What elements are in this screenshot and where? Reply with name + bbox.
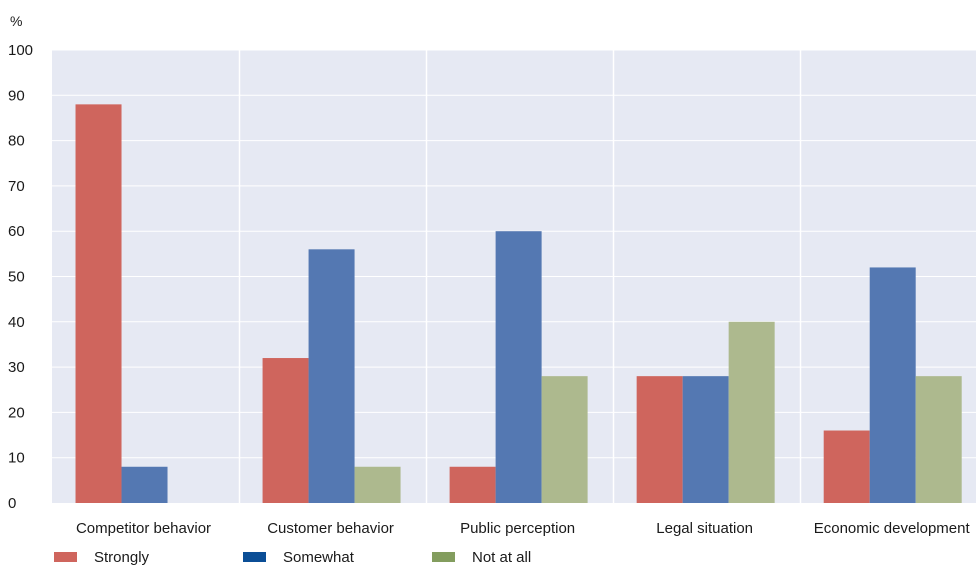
bar-somewhat-4 (869, 267, 916, 503)
bar-somewhat-1 (308, 249, 355, 503)
bar-somewhat-2 (495, 231, 542, 503)
bar-not-at-all-1 (354, 466, 401, 503)
legend-item-somewhat: Somewhat (243, 549, 432, 566)
bar-not-at-all-3 (728, 321, 775, 503)
y-tick-label-60: 60 (8, 223, 25, 240)
x-axis-categories: Competitor behavior Customer behavior Publ… (76, 520, 971, 537)
y-tick-label-80: 80 (8, 133, 25, 150)
legend-swatch-strongly (54, 552, 77, 562)
y-tick-label-50: 50 (8, 269, 25, 286)
legend-swatch-somewhat (243, 552, 266, 562)
legend-swatch-not-at-all (432, 552, 455, 562)
legend-label-somewhat: Somewhat (283, 548, 354, 566)
y-tick-label-100: 100 (8, 42, 33, 59)
legend: Strongly Somewhat Not at all (54, 547, 531, 567)
x-category-label-3: Legal situation (656, 520, 753, 537)
legend-label-strongly: Strongly (94, 548, 150, 566)
bar-not-at-all-2 (541, 376, 588, 503)
y-tick-label-20: 20 (8, 404, 25, 421)
y-tick-label-10: 10 (8, 450, 25, 467)
bar-strongly-0 (75, 104, 122, 504)
y-tick-label-70: 70 (8, 178, 25, 195)
y-tick-label-90: 90 (8, 87, 25, 104)
bar-not-at-all-4 (915, 376, 962, 503)
y-tick-label-30: 30 (8, 359, 25, 376)
bar-strongly-1 (262, 358, 309, 503)
bar-strongly-4 (823, 430, 870, 503)
y-axis-ticks: 0 10 20 30 40 50 60 70 80 90 100 (8, 42, 33, 512)
y-tick-label-40: 40 (8, 314, 25, 331)
x-category-label-0: Competitor behavior (76, 520, 211, 537)
x-category-label-1: Customer behavior (267, 520, 394, 537)
x-category-label-2: Public perception (460, 520, 575, 537)
bar-somewhat-0 (121, 466, 168, 503)
y-tick-label-0: 0 (8, 495, 16, 512)
x-category-label-4: Economic development (814, 520, 971, 537)
bar-strongly-3 (636, 376, 683, 503)
y-unit-label: % (10, 13, 22, 29)
bars (75, 104, 962, 504)
legend-label-not-at-all: Not at all (472, 548, 532, 566)
legend-item-not-at-all: Not at all (432, 549, 531, 566)
bar-somewhat-3 (682, 376, 729, 503)
legend-item-strongly: Strongly (54, 549, 243, 566)
bar-strongly-2 (449, 466, 496, 503)
